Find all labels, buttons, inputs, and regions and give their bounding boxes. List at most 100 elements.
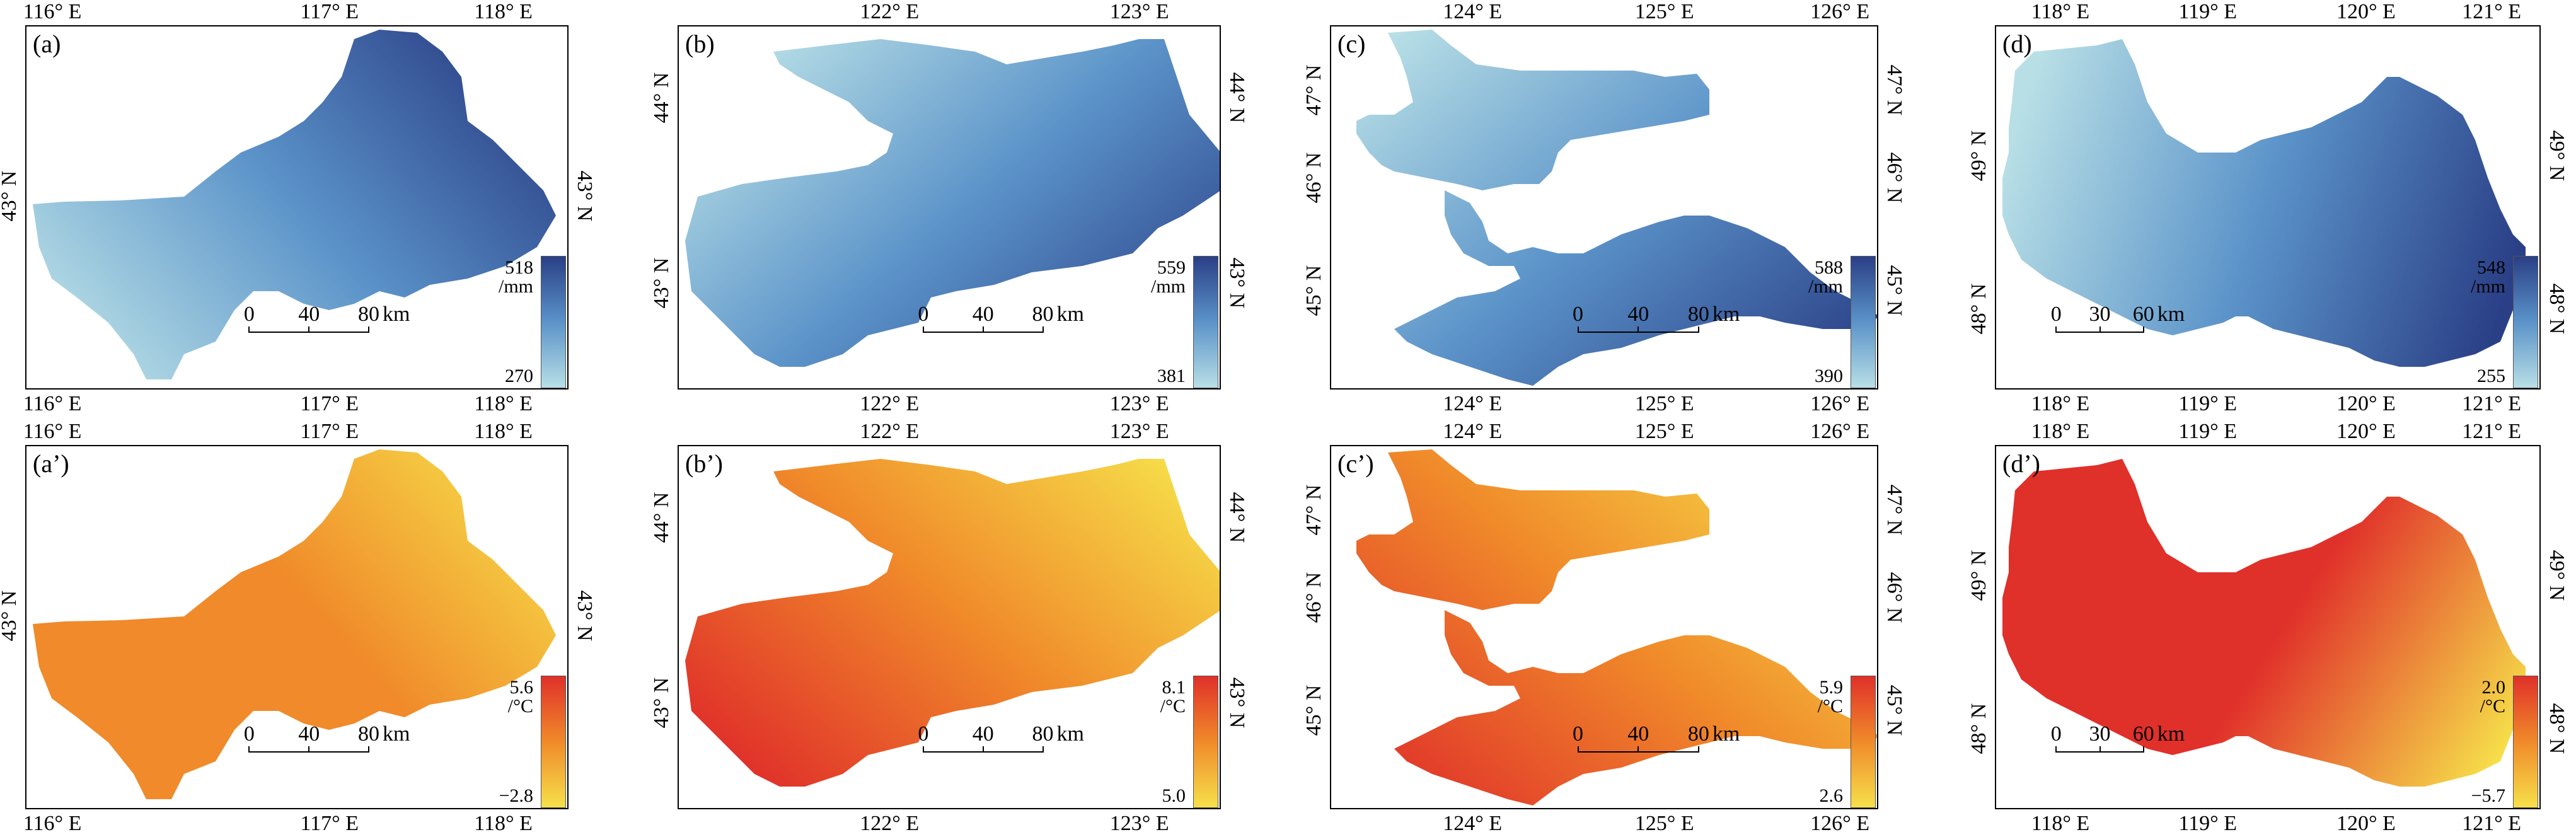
- scale-bar-label: 40: [1627, 722, 1649, 746]
- colorbar-max-label: 8.1: [1162, 677, 1186, 698]
- map-frame: (b) 559/mm 381 0 40 80 km: [678, 25, 1221, 390]
- left-latitude-label: 48° N: [1967, 703, 1990, 754]
- bottom-longitude-label: 123° E: [1109, 812, 1169, 835]
- study-region-shape: [33, 449, 556, 799]
- top-longitude-label: 118° E: [474, 420, 533, 443]
- colorbar-unit-label: /°C: [507, 696, 533, 717]
- top-longitude-label: 123° E: [1109, 0, 1169, 23]
- left-latitude-label: 46° N: [1302, 572, 1326, 623]
- colorbar: [1193, 676, 1218, 808]
- scale-bar-tick: [248, 326, 250, 333]
- top-longitude-label: 122° E: [860, 0, 920, 23]
- map-raster: [33, 449, 556, 799]
- bottom-longitude-label: 119° E: [2178, 812, 2238, 835]
- scale-bar-tick: [982, 326, 984, 333]
- top-longitude-label: 118° E: [474, 0, 533, 23]
- top-longitude-label: 123° E: [1109, 420, 1169, 443]
- map-raster: [2002, 459, 2526, 787]
- colorbar-min-label: −5.7: [2471, 785, 2505, 806]
- scale-bar-label: 0: [1573, 722, 1583, 746]
- map-frame: (c) 588/mm 390 0 40 80 km: [1330, 25, 1878, 390]
- colorbar-unit-label: /mm: [2470, 276, 2505, 297]
- map-frame: (a) 518/mm 270 0 40 80 km: [25, 25, 569, 390]
- scale-bar-tick: [1697, 746, 1699, 753]
- map-frame: (b’) 8.1/°C 5.0 0 40 80 km: [678, 445, 1221, 809]
- panel-label: (a’): [33, 449, 69, 478]
- scale-bar-label: 80: [1687, 303, 1709, 326]
- top-longitude-label: 118° E: [2031, 420, 2090, 443]
- colorbar-max-label: 2.0: [2481, 677, 2506, 698]
- panel-label: (c’): [1337, 449, 1374, 478]
- right-latitude-label: 43° N: [1225, 258, 1249, 309]
- right-latitude-label: 48° N: [2545, 283, 2568, 335]
- scale-bar-label: 0: [243, 722, 255, 746]
- study-region-shape: [33, 30, 556, 379]
- top-longitude-label: 119° E: [2178, 420, 2238, 443]
- left-latitude-label: 44° N: [650, 492, 673, 543]
- map-raster: [2002, 39, 2526, 367]
- map-panel-a: (a) 518/mm 270 0 40 80 km: [25, 25, 569, 390]
- map-frame: (d’) 2.0/°C −5.7 0 30 60 km: [1995, 445, 2541, 809]
- scale-bar-unit: km: [383, 722, 410, 746]
- scale-bar-tick: [1042, 746, 1044, 753]
- left-latitude-label: 48° N: [1967, 283, 1990, 335]
- scale-bar-label: 0: [2050, 303, 2062, 326]
- map-panel-d: (d) 548/mm 255 0 30 60 km: [1995, 25, 2541, 390]
- scale-bar-label: 0: [243, 303, 255, 326]
- right-latitude-label: 44° N: [1225, 72, 1249, 123]
- right-latitude-label: 46° N: [1883, 572, 1906, 623]
- map-frame: (d) 548/mm 255 0 30 60 km: [1995, 25, 2541, 390]
- map-raster: [685, 39, 1220, 367]
- scale-bar-unit: km: [1712, 722, 1740, 746]
- left-latitude-label: 44° N: [650, 72, 673, 123]
- bottom-longitude-label: 117° E: [300, 812, 359, 835]
- colorbar-max-label: 588: [1815, 257, 1843, 278]
- left-latitude-label: 43° N: [650, 678, 673, 729]
- scale-bar-label: 40: [972, 722, 994, 746]
- scale-bar-tick: [1637, 746, 1639, 753]
- right-latitude-label: 48° N: [2545, 703, 2568, 754]
- scale-bar-label: 0: [1573, 303, 1583, 326]
- right-latitude-label: 46° N: [1883, 152, 1906, 204]
- colorbar-unit-label: /°C: [1817, 696, 1843, 717]
- top-longitude-label: 125° E: [1634, 0, 1694, 23]
- study-region-shape: [1356, 30, 1877, 386]
- scale-bar-label: 0: [2050, 722, 2062, 746]
- scale-bar: 0 40 80 km: [918, 722, 1084, 760]
- top-longitude-label: 119° E: [2178, 0, 2238, 23]
- top-longitude-label: 126° E: [1810, 0, 1870, 23]
- study-region-shape: [685, 39, 1220, 367]
- study-region-shape: [2002, 39, 2526, 367]
- colorbar-unit-label: /mm: [498, 276, 533, 297]
- top-longitude-label: 126° E: [1810, 420, 1870, 443]
- top-longitude-label: 125° E: [1634, 420, 1694, 443]
- scale-bar-unit: km: [1056, 722, 1084, 746]
- scale-bar: 0 40 80 km: [244, 722, 410, 760]
- map-panel-a2: (a’) 5.6/°C −2.8 0 40 80 km: [25, 445, 569, 809]
- colorbar-max-label: 5.6: [509, 677, 534, 698]
- bottom-longitude-label: 125° E: [1634, 392, 1694, 415]
- bottom-longitude-label: 121° E: [2462, 812, 2521, 835]
- left-latitude-label: 49° N: [1967, 550, 1990, 601]
- scale-bar-tick: [368, 326, 370, 333]
- bottom-longitude-label: 116° E: [23, 812, 82, 835]
- scale-bar: 0 30 60 km: [2051, 303, 2185, 340]
- scale-bar-tick: [308, 746, 310, 753]
- colorbar-unit-label: /°C: [1160, 696, 1186, 717]
- scale-bar-unit: km: [2157, 303, 2185, 326]
- colorbar-max-label: 518: [505, 257, 533, 278]
- colorbar: [541, 256, 566, 388]
- right-latitude-label: 45° N: [1883, 684, 1906, 736]
- scale-bar: 0 40 80 km: [1573, 722, 1740, 760]
- left-latitude-label: 43° N: [0, 170, 21, 221]
- map-frame: (c’) 5.9/°C 2.6 0 40 80 km: [1330, 445, 1878, 809]
- scale-bar-label: 60: [2132, 722, 2154, 746]
- scale-bar-tick: [308, 326, 310, 333]
- scale-bar-label: 30: [2089, 722, 2111, 746]
- bottom-longitude-label: 126° E: [1810, 812, 1870, 835]
- scale-bar-tick: [1637, 326, 1639, 333]
- scale-bar-tick: [1697, 326, 1699, 333]
- bottom-longitude-label: 122° E: [860, 392, 920, 415]
- left-latitude-label: 45° N: [1302, 684, 1326, 736]
- scale-bar-label: 40: [298, 303, 320, 326]
